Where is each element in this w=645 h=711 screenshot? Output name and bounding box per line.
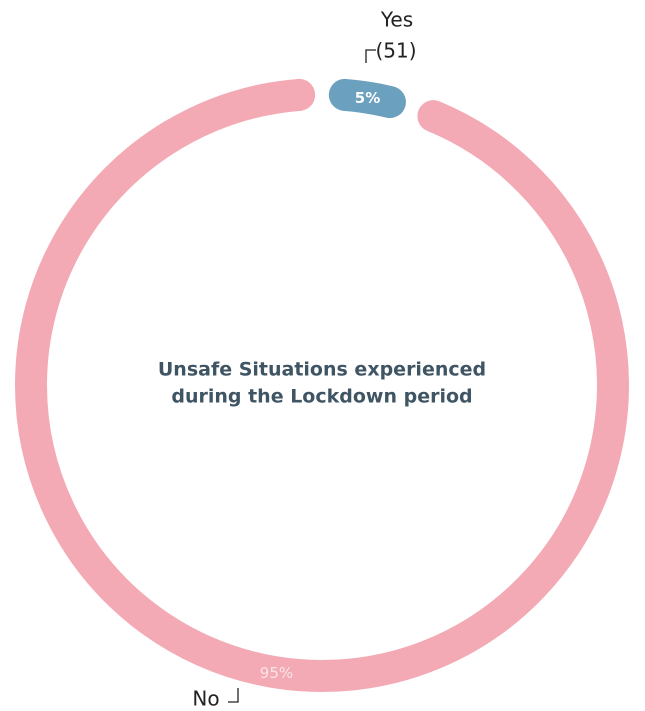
count-label: (51): [375, 39, 416, 63]
value-label: 5%: [355, 89, 380, 107]
category-label: Yes: [380, 8, 413, 32]
category-label: No: [192, 687, 219, 711]
leader-line: [365, 49, 376, 63]
chart-title: Unsafe Situations experienced: [158, 359, 486, 381]
value-label: 95%: [260, 664, 293, 682]
leader-line: [228, 688, 239, 703]
donut-segment: [328, 78, 406, 119]
donut-segment: [15, 78, 629, 692]
chart-title: during the Lockdown period: [171, 386, 472, 408]
